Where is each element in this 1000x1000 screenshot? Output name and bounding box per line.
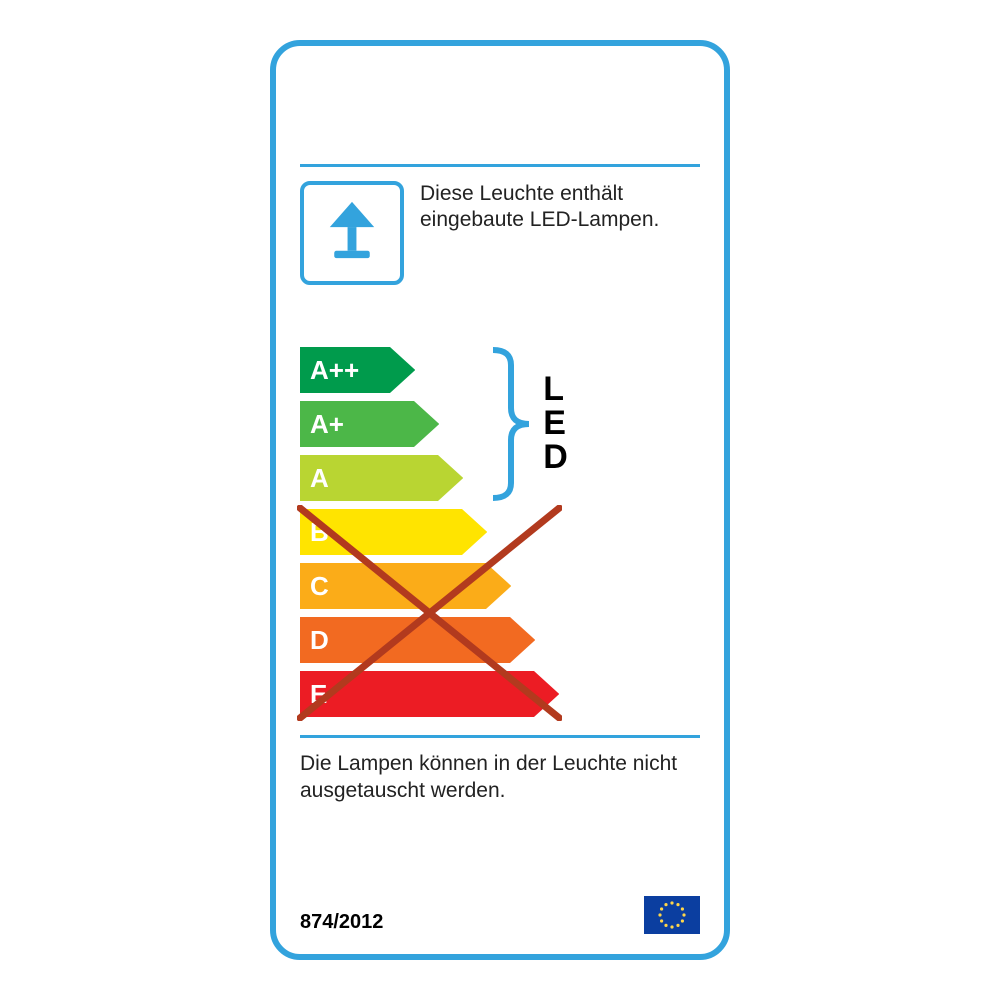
energy-class-A: A xyxy=(300,455,463,501)
regulation-number: 874/2012 xyxy=(300,911,383,934)
energy-class-Aplus: A+ xyxy=(300,401,439,447)
energy-class-C: C xyxy=(300,563,511,609)
energy-label: Diese Leuchte enthält eingebaute LED-Lam… xyxy=(270,40,730,960)
energy-class-D: D xyxy=(300,617,535,663)
description-text: Diese Leuchte enthält eingebaute LED-Lam… xyxy=(420,181,700,285)
footer: 874/2012 xyxy=(300,896,700,934)
lamp-icon xyxy=(315,196,389,270)
eu-flag-icon xyxy=(644,896,700,934)
energy-class-Aplusplus: A++ xyxy=(300,347,415,393)
energy-class-E: E xyxy=(300,671,559,717)
header-row: Diese Leuchte enthält eingebaute LED-Lam… xyxy=(300,167,700,307)
note-text: Die Lampen können in der Leuchte nicht a… xyxy=(300,738,700,805)
led-bracket xyxy=(493,347,543,501)
energy-class-B: B xyxy=(300,509,487,555)
lamp-icon-box xyxy=(300,181,404,285)
led-label: LED xyxy=(543,372,568,474)
energy-chart: A++ A+ ABCDE LED xyxy=(300,307,700,735)
